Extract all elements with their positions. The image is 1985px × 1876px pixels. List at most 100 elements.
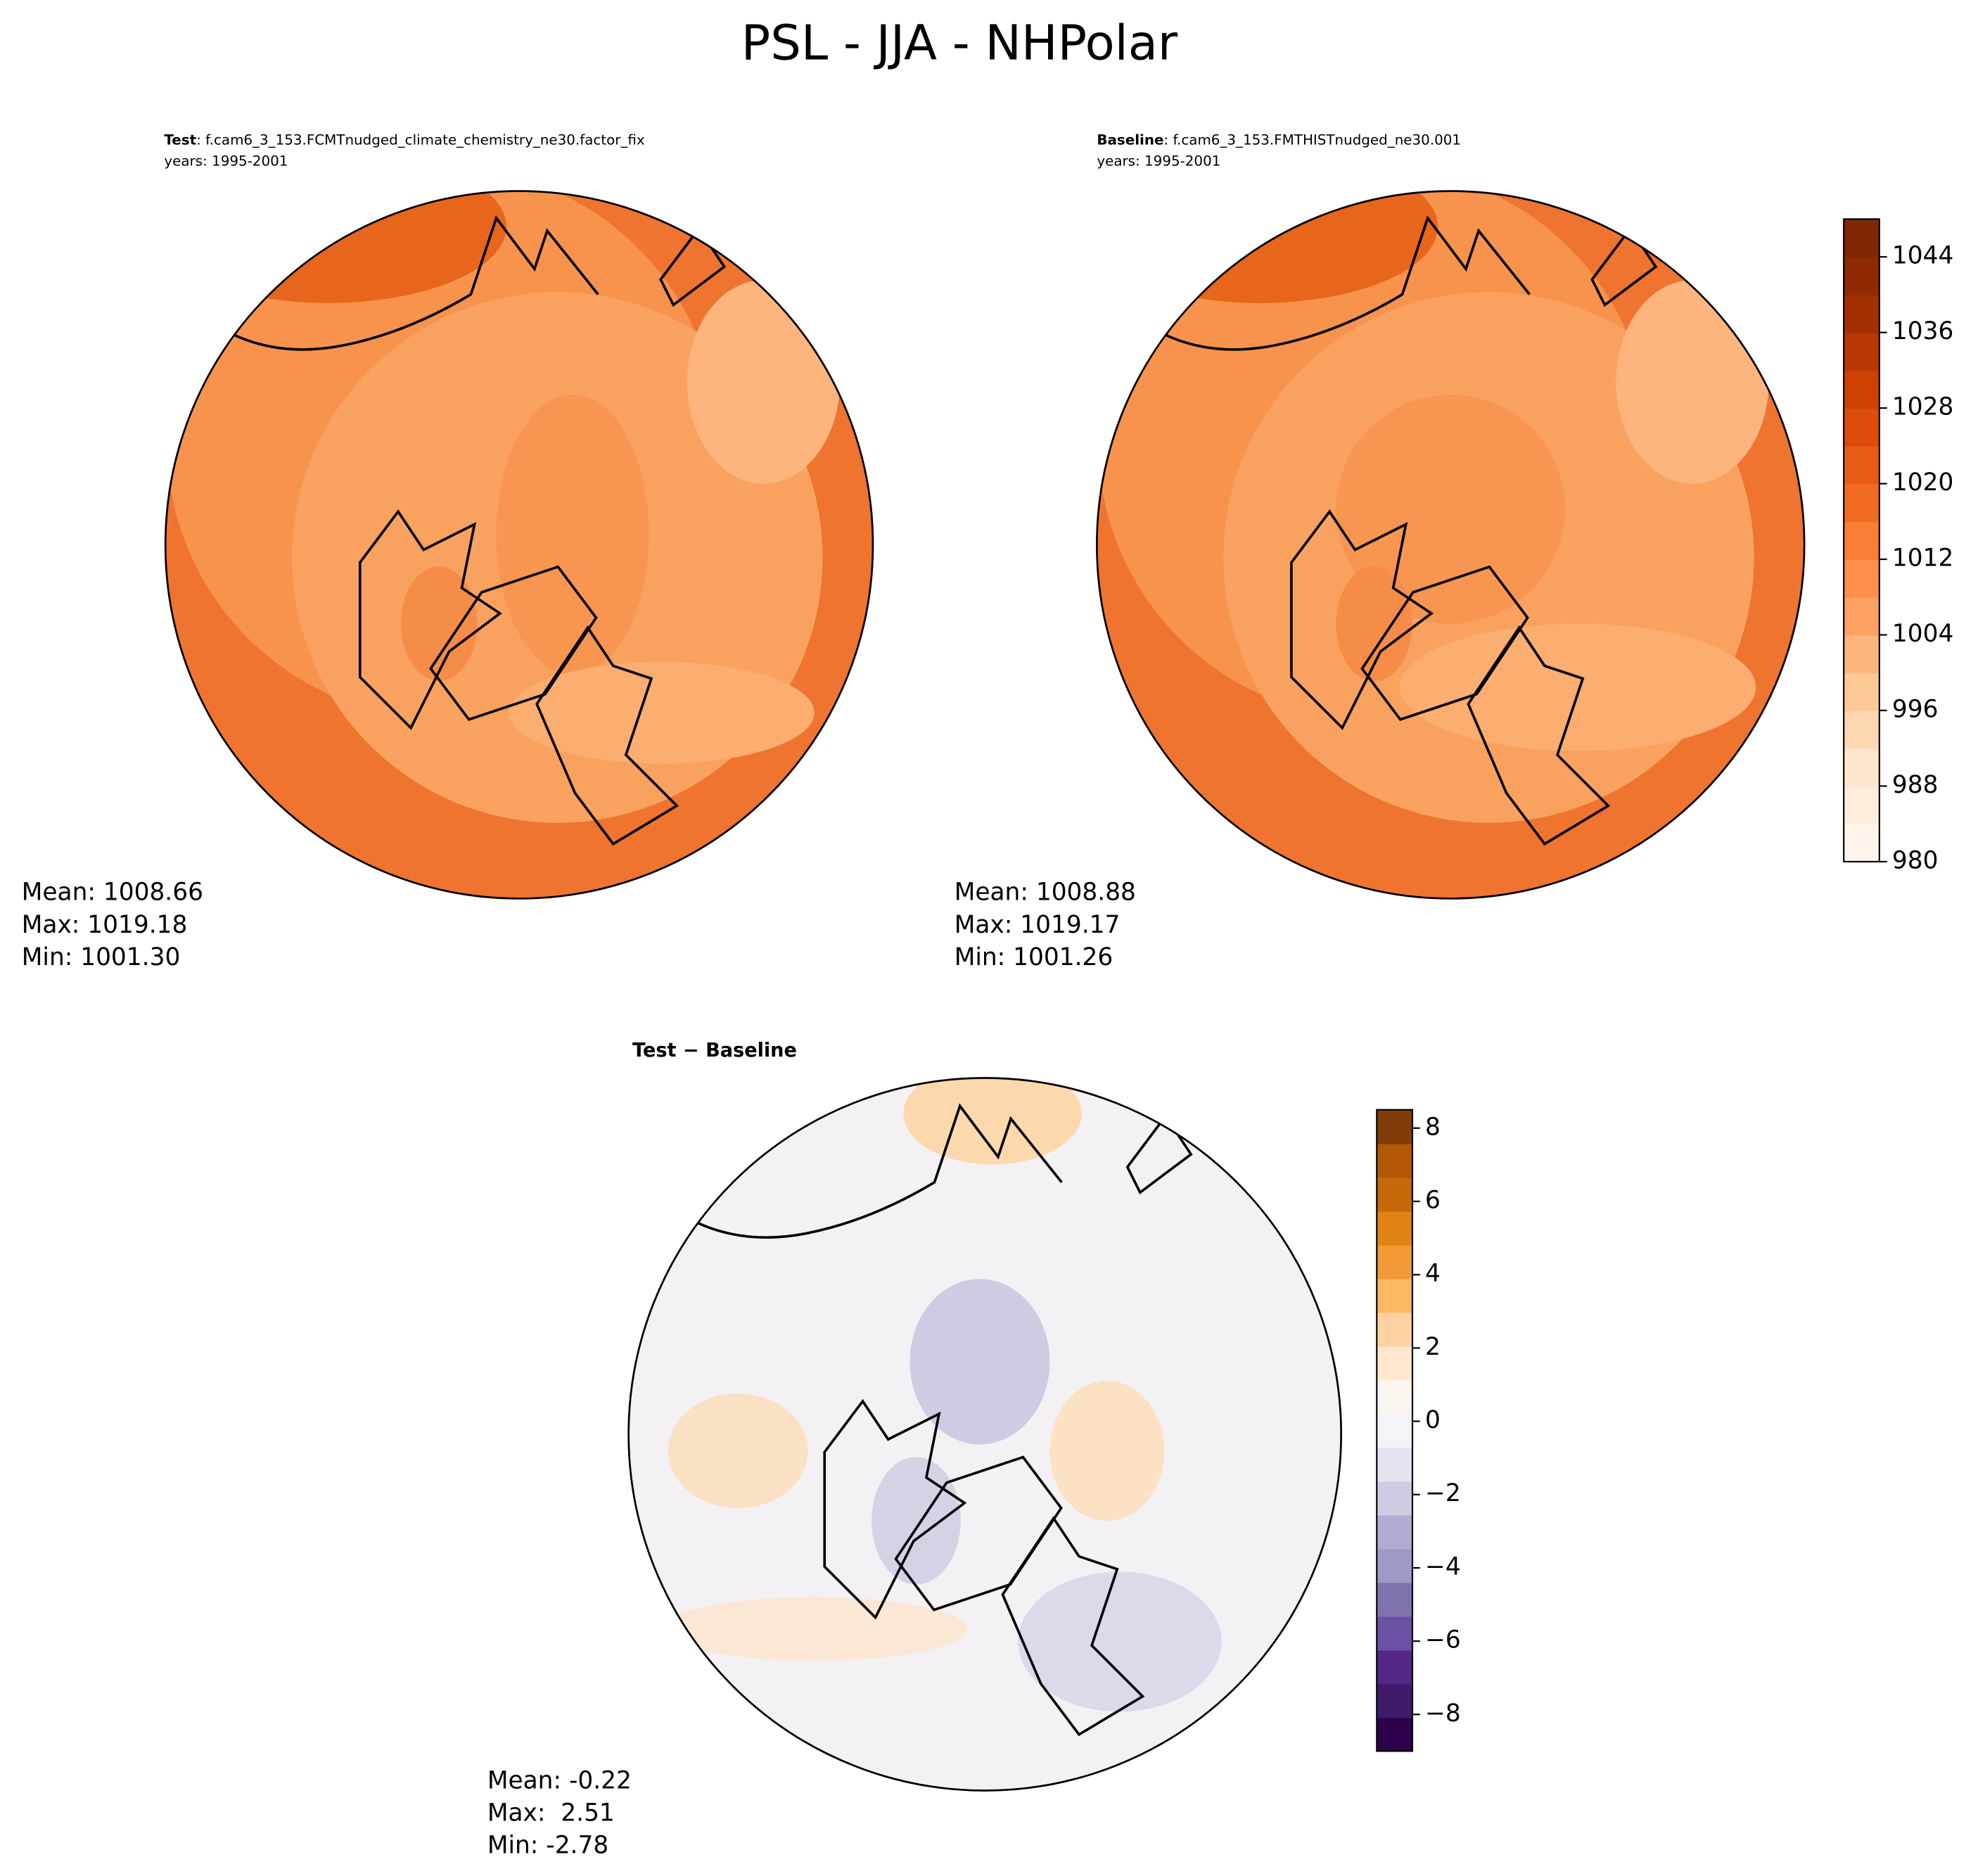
stat: Max: 1019.18 [22, 911, 188, 939]
colorbar-band [1844, 445, 1879, 485]
colorbar-band [1377, 1683, 1412, 1718]
colorbar-band [1377, 1717, 1412, 1752]
colorbar-band [1377, 1582, 1412, 1617]
colorbar-tick-label: −8 [1425, 1699, 1461, 1728]
colorbar-band [1377, 1514, 1412, 1550]
colorbar-band [1377, 1548, 1412, 1583]
colorbar-tick-label: 2 [1425, 1333, 1441, 1361]
panel-subtitle: years: 1995-2001 [164, 153, 288, 170]
contour [668, 1393, 808, 1508]
colorbar-band [1377, 1177, 1412, 1212]
contour [1049, 1381, 1165, 1521]
colorbar-tick-label: −2 [1425, 1479, 1461, 1507]
stat: Mean: -0.22 [487, 1766, 632, 1794]
colorbar-tick-label: 1004 [1892, 620, 1953, 648]
colorbar-band [1844, 786, 1879, 825]
panel-run: : f.cam6_3_153.FCMTnudged_climate_chemis… [196, 132, 645, 148]
panel-title: Test: f.cam6_3_153.FCMTnudged_climate_ch… [164, 132, 645, 148]
colorbar-band [1377, 1447, 1412, 1482]
colorbar-tick-label: 1036 [1892, 317, 1953, 345]
stat: Min: 1001.30 [22, 943, 181, 971]
colorbar-frame [1376, 1109, 1414, 1752]
colorbar-band [1844, 824, 1879, 862]
colorbar-band [1377, 1379, 1412, 1415]
map-border [627, 1077, 1343, 1792]
contour [165, 191, 506, 303]
stat: Mean: 1008.88 [955, 879, 1136, 907]
contour [872, 1457, 961, 1585]
colorbar-band [1844, 596, 1879, 636]
colorbar-band [1844, 710, 1879, 749]
colorbar-tick-label: 988 [1892, 771, 1939, 799]
colorbar-band [1844, 483, 1879, 523]
map-border [164, 190, 874, 900]
colorbar-band [1377, 1143, 1412, 1178]
colorbar-band [1844, 634, 1879, 674]
colorbar-band [1377, 1211, 1412, 1246]
colorbar-band [1377, 1278, 1412, 1313]
panel-label: Baseline [1097, 132, 1163, 148]
colorbar-tick-label: −6 [1425, 1626, 1461, 1654]
colorbar-band [1844, 294, 1879, 333]
contour [496, 395, 649, 675]
contour [400, 566, 478, 682]
map-fill [1097, 191, 1805, 899]
colorbar-band [1844, 257, 1879, 295]
stat: Max: 1019.17 [955, 911, 1121, 939]
colorbar-band [1377, 1346, 1412, 1381]
panel-title: Test − Baseline [632, 1040, 797, 1061]
contour [1336, 395, 1566, 624]
coastline [691, 1103, 1193, 1737]
contour [509, 661, 815, 764]
map-panel: Baseline: f.cam6_3_153.FMTHISTnudged_ne3… [955, 132, 1954, 971]
contour [909, 1279, 1050, 1445]
stat: Min: 1001.26 [955, 943, 1113, 971]
panel-label: Test [164, 132, 196, 148]
contour [1018, 1571, 1222, 1712]
coastline [1160, 215, 1658, 846]
map-panel: Test: f.cam6_3_153.FCMTnudged_climate_ch… [22, 132, 874, 971]
contour [1097, 191, 1438, 303]
colorbar-tick-label: 4 [1425, 1260, 1441, 1288]
colorbar-band [1377, 1312, 1412, 1347]
contour [687, 280, 840, 484]
colorbar-band [1844, 332, 1879, 371]
colorbar-tick-label: 0 [1425, 1406, 1441, 1434]
contour [1616, 280, 1769, 484]
stat: Min: -2.78 [487, 1832, 608, 1860]
colorbar-band [1377, 1650, 1412, 1685]
colorbar-tick-label: −4 [1425, 1552, 1461, 1581]
colorbar-band [1844, 370, 1879, 409]
map-border [1095, 190, 1806, 900]
colorbar-tick-label: 1020 [1892, 468, 1953, 497]
coastline [228, 215, 727, 846]
colorbar-tick-label: 996 [1892, 696, 1939, 724]
colorbar-tick-label: 8 [1425, 1113, 1441, 1141]
colorbar-tick-label: 1028 [1892, 393, 1953, 421]
colorbar-band [1377, 1244, 1412, 1280]
colorbar-band [1844, 559, 1879, 598]
colorbar-band [1377, 1616, 1412, 1651]
colorbar-tick-label: 1044 [1892, 242, 1953, 270]
map-fill [628, 1078, 1341, 1791]
colorbar-tick-label: 980 [1892, 846, 1939, 874]
panel-title: Baseline: f.cam6_3_153.FMTHISTnudged_ne3… [1097, 132, 1461, 148]
panel-subtitle: years: 1995-2001 [1097, 153, 1220, 170]
colorbar-band [1377, 1109, 1412, 1144]
colorbar-tick-label: 1012 [1892, 544, 1953, 573]
stat: Max: 2.51 [487, 1799, 615, 1827]
map-panel: Test − Baseline Mean: -0.22 Max: 2.51 Min: … [487, 1040, 1461, 1860]
figure-title: PSL - JJA - NHPolar [741, 15, 1178, 71]
contour [1399, 623, 1756, 751]
map-fill [165, 191, 873, 899]
contour [1336, 566, 1412, 682]
colorbar-frame [1843, 218, 1880, 863]
panel-run: : f.cam6_3_153.FMTHISTnudged_ne30.001 [1163, 132, 1461, 148]
colorbar-band [1844, 672, 1879, 711]
colorbar-band [1377, 1481, 1412, 1516]
colorbar-band [1844, 521, 1879, 560]
contour [661, 1597, 967, 1661]
colorbar-band [1377, 1413, 1412, 1448]
